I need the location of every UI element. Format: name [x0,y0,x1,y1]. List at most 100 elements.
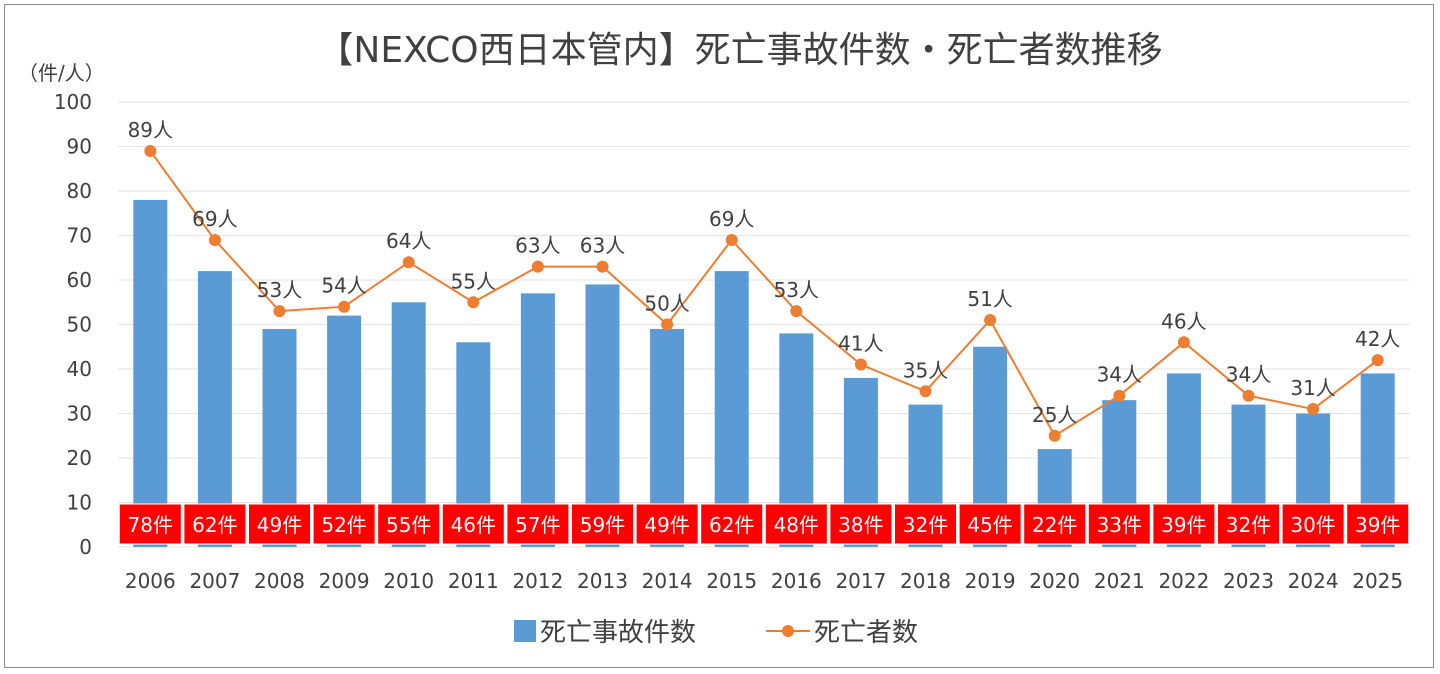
line-point [1177,336,1190,349]
legend-line-label: 死亡者数 [814,618,918,648]
line-data-label: 53人 [257,278,302,302]
x-tick-label: 2011 [448,569,499,593]
line-point [854,358,867,371]
bar-data-label: 45件 [967,513,1012,537]
x-tick-label: 2024 [1288,569,1339,593]
line-data-label: 64人 [386,229,431,253]
bar-data-label: 62件 [192,513,237,537]
x-tick-label: 2015 [706,569,757,593]
line-data-label: 35人 [903,358,948,382]
bar [585,284,620,547]
y-tick-label: 10 [67,491,92,515]
x-tick-label: 2010 [383,569,434,593]
x-tick-label: 2016 [771,569,822,593]
line-data-label: 69人 [709,207,754,231]
line-point [1048,429,1061,442]
bar-label-box [829,503,893,545]
chart-frame [4,4,1434,668]
y-tick-label: 20 [67,446,92,470]
bar-data-label: 22件 [1032,513,1077,537]
line-point [725,233,738,246]
bar [714,271,749,547]
bar-data-label: 33件 [1097,513,1142,537]
line-point [208,233,221,246]
x-tick-label: 2018 [900,569,951,593]
line-data-label: 63人 [515,234,560,258]
bar-data-label: 39件 [1161,513,1206,537]
chart-title: 【NEXCO西日本管内】死亡事故件数・死亡者数推移 [317,30,1162,71]
bar-label-box [635,503,699,545]
y-tick-label: 0 [79,535,92,559]
bar-label-box [248,503,311,545]
x-tick-label: 2023 [1223,569,1274,593]
line-data-label: 31人 [1290,376,1335,400]
legend-bar-swatch [514,620,536,642]
line-data-label: 54人 [321,274,366,298]
x-tick-label: 2021 [1094,569,1145,593]
line-data-label: 25人 [1032,403,1077,427]
x-tick-label: 2019 [965,569,1016,593]
y-tick-label: 30 [67,402,92,426]
x-tick-label: 2012 [512,569,563,593]
line-data-label: 41人 [838,332,883,356]
bar-data-label: 39件 [1355,513,1400,537]
bar-data-label: 78件 [128,513,173,537]
line-point [1113,389,1126,402]
line-point [596,260,609,273]
y-tick-label: 40 [67,357,92,381]
line-point [790,305,803,318]
bar-label-box [700,503,764,545]
bar-label-box [1281,503,1345,545]
bar-label-box [571,503,634,545]
x-tick-label: 2006 [125,569,176,593]
line-point [531,260,544,273]
line-point [144,144,157,157]
bar-label-box [894,503,957,545]
bar-label-box [118,503,182,545]
y-tick-label: 100 [54,90,92,114]
x-tick-label: 2014 [642,569,693,593]
line-data-label: 34人 [1226,363,1271,387]
bar-data-label: 49件 [644,513,689,537]
bar-label-box [1217,503,1280,545]
bar-label-box [506,503,570,545]
line-data-label: 55人 [451,269,496,293]
line-data-label: 53人 [774,278,819,302]
bar-label-box [1152,503,1216,545]
bar-label-box [958,503,1022,545]
line-point [984,314,997,327]
y-tick-label: 90 [67,135,92,159]
bar-label-box [312,503,376,545]
x-tick-label: 2025 [1352,569,1403,593]
bar-data-label: 46件 [451,513,496,537]
bar-data-label: 48件 [774,513,819,537]
y-tick-label: 80 [67,179,92,203]
line-point [273,305,286,318]
bar-label-box [441,503,505,545]
bar-data-label: 62件 [709,513,754,537]
bar-data-label: 52件 [321,513,366,537]
bar [197,271,232,547]
bar-label-box [1023,503,1087,545]
unit-label: （件/人） [18,61,105,85]
line-data-label: 34人 [1097,363,1142,387]
bar-data-label: 38件 [838,513,883,537]
line-data-label: 51人 [967,287,1012,311]
line-data-label: 89人 [128,118,173,142]
y-tick-label: 70 [67,224,92,248]
x-tick-label: 2017 [835,569,886,593]
bar-label-box [1087,503,1151,545]
line-point [919,385,932,398]
x-tick-label: 2007 [189,569,240,593]
x-tick-label: 2009 [319,569,370,593]
y-tick-label: 60 [67,268,92,292]
y-tick-label: 50 [67,313,92,337]
line-point [1307,403,1320,416]
line-point [1371,354,1384,367]
bar-data-label: 49件 [257,513,302,537]
bar-label-box [377,503,441,545]
x-tick-label: 2020 [1029,569,1080,593]
x-tick-label: 2013 [577,569,628,593]
line-data-label: 69人 [192,207,237,231]
